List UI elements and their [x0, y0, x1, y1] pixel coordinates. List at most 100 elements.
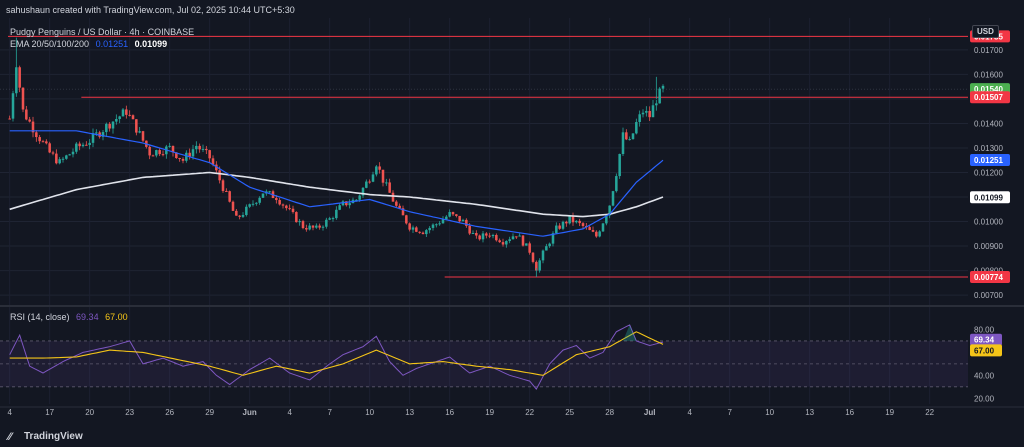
candle-body	[235, 210, 238, 216]
candle-body	[71, 151, 75, 155]
candle-body	[48, 143, 51, 153]
candle-body	[511, 236, 515, 240]
candle-body	[611, 191, 615, 206]
price-tick-label: 0.01700	[974, 46, 1003, 55]
candle-body	[581, 223, 585, 226]
candle-body	[61, 158, 65, 160]
rsi-label-badge	[970, 344, 1002, 357]
candle-body	[485, 233, 488, 236]
candle-body	[185, 152, 188, 161]
candle-body	[371, 174, 375, 182]
candle-body	[31, 121, 35, 133]
candle-body	[491, 235, 495, 237]
candle-body	[448, 212, 451, 217]
candle-body	[405, 215, 408, 224]
currency-button[interactable]: USD	[972, 25, 999, 38]
candle-body	[15, 67, 18, 94]
candle-body	[528, 243, 531, 253]
candle-body	[398, 205, 401, 209]
price-label-badge	[970, 153, 1010, 166]
candle-body	[208, 150, 211, 159]
candle-body	[228, 191, 231, 202]
price-label-text: 0.01507	[974, 93, 1003, 102]
candle-body	[205, 148, 208, 151]
candle-body	[545, 246, 548, 251]
candle-body	[195, 145, 198, 150]
candle-body	[108, 123, 111, 129]
candle-body	[21, 87, 25, 110]
candle-body	[591, 230, 595, 232]
candle-body	[301, 221, 305, 229]
ema-value-slow: 0.01099	[134, 39, 168, 49]
candle-body	[561, 221, 565, 229]
price-label-text: 0.00774	[974, 273, 1003, 282]
candle-body	[75, 143, 78, 152]
time-tick-label: 22	[525, 408, 534, 417]
candle-body	[41, 141, 45, 143]
candle-body	[555, 225, 558, 234]
candle-body	[441, 219, 445, 224]
candle-body	[538, 260, 541, 271]
candle-body	[461, 219, 465, 222]
candle-body	[451, 212, 455, 215]
candle-body	[475, 233, 478, 236]
candle-body	[501, 242, 505, 245]
symbol-title: Pudgy Penguins / US Dollar · 4h · COINBA…	[10, 27, 195, 37]
horizontal-levels	[0, 35, 968, 278]
candle-body	[635, 122, 638, 134]
time-tick-label: 16	[845, 408, 854, 417]
candle-body	[151, 155, 155, 157]
candle-body	[125, 109, 128, 115]
candle-body	[198, 145, 201, 150]
candle-body	[115, 118, 118, 122]
candle-body	[445, 216, 448, 220]
candle-body	[455, 214, 458, 216]
candle-body	[361, 187, 365, 196]
candle-body	[595, 231, 598, 237]
rsi-line	[9, 324, 664, 390]
candle-body	[285, 205, 288, 209]
candle-body	[345, 201, 348, 206]
candle-body	[525, 243, 528, 246]
candle-body	[231, 201, 235, 211]
candle-body	[111, 121, 115, 129]
rsi-label-text: 67.00	[974, 346, 995, 355]
price-axis: 0.017000.016000.015000.014000.013000.012…	[970, 30, 1010, 403]
candle-body	[45, 141, 48, 144]
candle-body	[375, 166, 378, 175]
candle-body	[91, 133, 95, 143]
candle-body	[105, 123, 108, 133]
rsi-pane	[0, 324, 968, 390]
candle-body	[305, 228, 308, 230]
candle-body	[518, 235, 521, 237]
candle-body	[95, 132, 98, 134]
candle-body	[425, 230, 428, 235]
candle-body	[201, 148, 205, 150]
candle-body	[28, 119, 31, 122]
candle-body	[251, 203, 255, 205]
candle-body	[638, 114, 641, 123]
ema-legend: EMA 20/50/100/200 0.01251 0.01099	[10, 39, 167, 49]
rsi-tick-label: 40.00	[974, 371, 995, 380]
candle-body	[465, 219, 468, 226]
candle-body	[608, 205, 611, 216]
footer-brand: TradingView	[24, 431, 83, 442]
time-tick-label: 26	[165, 408, 174, 417]
candle-body	[401, 208, 405, 216]
candle-body	[168, 145, 171, 147]
candle-body	[171, 145, 175, 153]
candle-body	[255, 202, 258, 204]
candle-body	[421, 232, 425, 235]
candle-body	[131, 115, 135, 120]
candle-body	[631, 133, 635, 140]
price-tick-label: 0.01600	[974, 70, 1003, 79]
candle-body	[471, 233, 475, 235]
candle-body	[308, 225, 311, 230]
candle-body	[88, 142, 91, 146]
candle-body	[588, 227, 591, 231]
time-tick-label: 25	[565, 408, 574, 417]
time-tick-label: 19	[485, 408, 494, 417]
time-tick-label: 23	[125, 408, 134, 417]
candle-body	[348, 203, 351, 206]
